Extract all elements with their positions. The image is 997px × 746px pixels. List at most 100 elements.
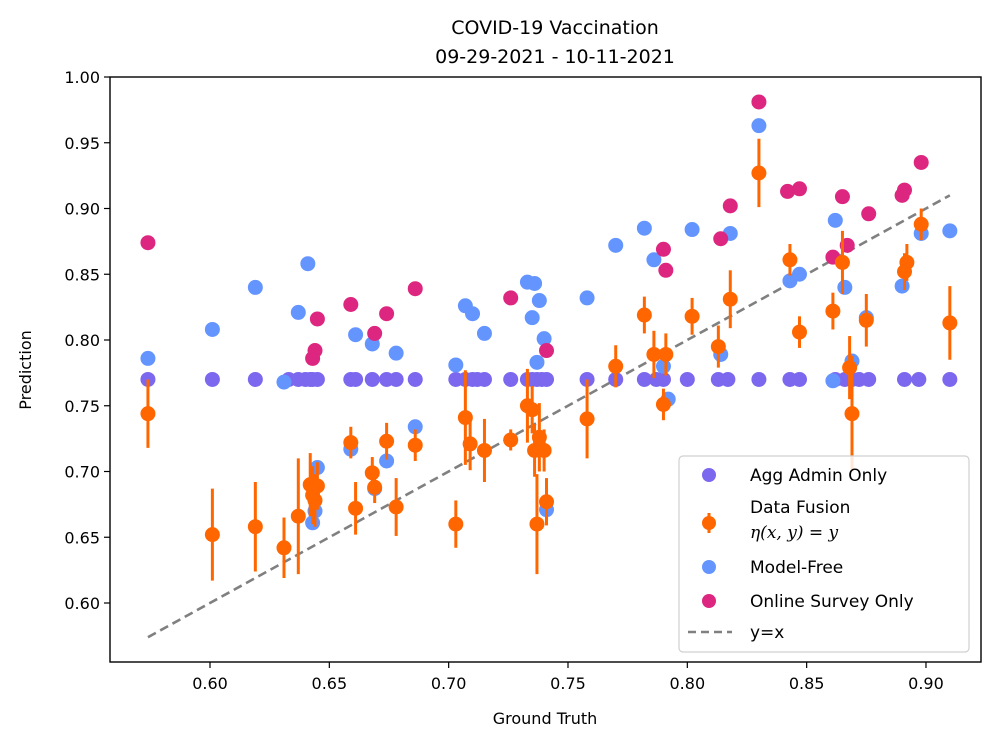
model-free-point <box>465 306 481 322</box>
legend-frame <box>678 455 970 653</box>
model-free-point <box>646 252 662 268</box>
online-survey-point <box>658 262 674 278</box>
chart-subtitle: 09-29-2021 - 10-11-2021 <box>435 46 675 68</box>
model-free-point <box>476 325 492 341</box>
agg-admin-point <box>942 371 958 387</box>
model-free-point <box>407 419 423 435</box>
data-fusion-point <box>379 433 395 449</box>
agg-admin-point <box>791 371 807 387</box>
x-tick-label: 0.60 <box>192 674 228 693</box>
online-survey-point <box>791 181 807 197</box>
model-free-point <box>751 118 767 134</box>
legend-fusion-label: Data Fusion <box>750 498 850 518</box>
data-fusion-point <box>913 216 929 232</box>
model-free-point <box>276 374 292 390</box>
agg-admin-point <box>720 371 736 387</box>
model-free-point <box>942 223 958 239</box>
data-fusion-point <box>684 308 700 324</box>
y-tick-label: 1.00 <box>64 68 100 87</box>
model-free-point <box>894 278 910 294</box>
model-free-point <box>448 357 464 373</box>
data-fusion-point <box>529 516 545 532</box>
legend-ref-label: y=x <box>750 623 784 643</box>
online-survey-point <box>367 325 383 341</box>
agg-admin-point <box>897 371 913 387</box>
data-fusion-point <box>579 411 595 427</box>
data-fusion-point <box>348 500 364 516</box>
y-tick-label: 0.75 <box>64 397 100 416</box>
plot-area <box>140 94 958 639</box>
online-survey-point <box>780 183 796 199</box>
y-tick-label: 0.85 <box>64 265 100 284</box>
data-fusion-point <box>247 519 263 535</box>
data-fusion-point <box>722 291 738 307</box>
y-tick-label: 0.70 <box>64 463 100 482</box>
legend-agg-label: Agg Admin Only <box>750 466 887 486</box>
agg-admin-point <box>204 371 220 387</box>
online-survey-points <box>140 94 929 366</box>
online-survey-point <box>140 235 156 251</box>
model-free-point <box>636 220 652 236</box>
legend-model-free-marker <box>702 560 716 574</box>
x-tick-label: 0.80 <box>670 674 706 693</box>
data-fusion-point <box>834 254 850 270</box>
model-free-point <box>379 453 395 469</box>
online-survey-point <box>343 296 359 312</box>
legend-model-free-label: Model-Free <box>750 558 843 578</box>
data-fusion-point <box>448 516 464 532</box>
agg-admin-point <box>309 371 325 387</box>
data-fusion-point <box>844 406 860 422</box>
agg-admin-point <box>407 371 423 387</box>
agg-admin-point <box>911 371 927 387</box>
x-axis: 0.60 0.65 0.70 0.75 0.80 0.85 0.90 <box>192 662 944 693</box>
data-fusion-point <box>309 478 325 494</box>
x-tick-label: 0.85 <box>789 674 825 693</box>
agg-admin-point <box>679 371 695 387</box>
agg-admin-point <box>539 371 555 387</box>
online-survey-point <box>503 290 519 306</box>
legend-survey-marker <box>702 594 716 608</box>
y-axis-title: Prediction <box>16 330 35 409</box>
online-survey-point <box>539 343 555 359</box>
data-fusion-point <box>290 508 306 524</box>
y-tick-label: 0.90 <box>64 200 100 219</box>
data-fusion-point <box>899 254 915 270</box>
model-free-point <box>579 290 595 306</box>
data-fusion-point <box>655 396 671 412</box>
agg-admin-point <box>247 371 263 387</box>
data-fusion-point <box>842 360 858 376</box>
data-fusion-point <box>476 442 492 458</box>
legend-fusion-formula: η(x, y) = y <box>750 523 839 543</box>
model-free-point <box>791 266 807 282</box>
online-survey-point <box>751 94 767 110</box>
online-survey-point <box>834 189 850 205</box>
agg-admin-point <box>388 371 404 387</box>
online-survey-point <box>379 306 395 322</box>
model-free-point <box>608 237 624 253</box>
online-survey-point <box>655 241 671 257</box>
x-tick-label: 0.70 <box>431 674 467 693</box>
chart-title: COVID-19 Vaccination <box>451 17 659 39</box>
data-fusion-point <box>140 406 156 422</box>
model-free-point <box>529 354 545 370</box>
model-free-point <box>300 256 316 272</box>
data-fusion-point <box>307 492 323 508</box>
model-free-point <box>290 304 306 320</box>
data-fusion-point <box>276 540 292 556</box>
data-fusion-point <box>539 494 555 510</box>
reference-line-layer <box>147 194 951 639</box>
online-survey-point <box>309 311 325 327</box>
online-survey-point <box>713 231 729 247</box>
data-fusion-point <box>503 432 519 448</box>
model-free-point <box>684 222 700 238</box>
online-survey-point <box>407 281 423 297</box>
y-tick-label: 0.80 <box>64 331 100 350</box>
y-tick-label: 0.60 <box>64 594 100 613</box>
x-tick-label: 0.65 <box>312 674 348 693</box>
model-free-point <box>204 321 220 337</box>
model-free-point <box>348 327 364 343</box>
data-fusion-point <box>608 358 624 374</box>
data-fusion-point <box>407 437 423 453</box>
legend: Agg Admin Only Data Fusion η(x, y) = y M… <box>678 455 970 653</box>
